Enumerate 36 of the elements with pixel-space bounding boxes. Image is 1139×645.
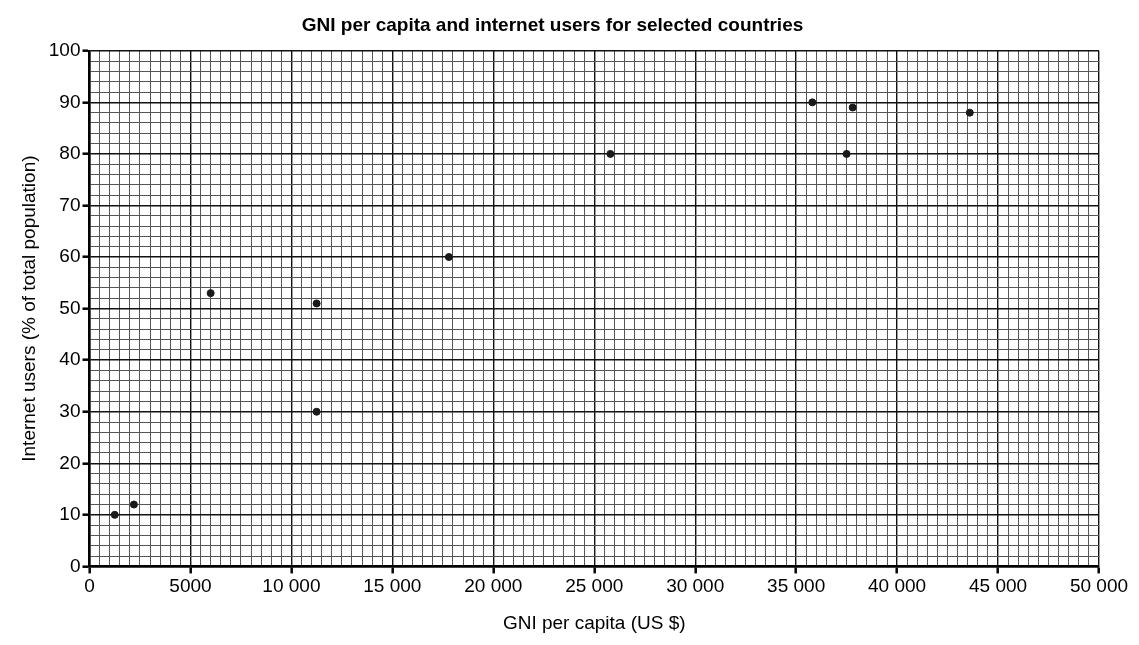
y-axis-title: Internet users (% of total population) bbox=[17, 155, 39, 462]
y-tick-label: 40 bbox=[59, 348, 81, 370]
x-axis-title: GNI per capita (US $) bbox=[502, 611, 686, 633]
y-tick-label: 90 bbox=[59, 90, 81, 112]
x-tick-label: 10 000 bbox=[262, 575, 321, 597]
x-tick-label: 5000 bbox=[169, 575, 212, 597]
point bbox=[444, 253, 453, 262]
y-tick-label: 0 bbox=[69, 554, 81, 576]
x-tick-label: 35 000 bbox=[767, 575, 826, 597]
point bbox=[129, 500, 138, 509]
x-tick-label: 15 000 bbox=[363, 575, 422, 597]
point bbox=[312, 299, 321, 308]
y-tick-label: 80 bbox=[59, 142, 81, 164]
y-tick-label: 60 bbox=[59, 245, 81, 267]
point bbox=[312, 407, 321, 416]
point bbox=[606, 149, 615, 158]
y-tick-label: 100 bbox=[48, 39, 81, 61]
chart-title: GNI per capita and internet users for selected countries bbox=[301, 13, 804, 35]
x-tick-label: 45 000 bbox=[968, 575, 1028, 597]
point bbox=[842, 149, 851, 158]
point bbox=[808, 98, 817, 107]
y-tick-label: 50 bbox=[59, 296, 81, 318]
x-tick-label: 0 bbox=[84, 575, 95, 597]
x-tick-label: 20 000 bbox=[464, 575, 523, 597]
point bbox=[848, 103, 857, 112]
x-tick-label: 40 000 bbox=[868, 575, 927, 597]
x-tick-label: 30 000 bbox=[666, 575, 725, 597]
x-tick-label: 25 000 bbox=[565, 575, 624, 597]
point bbox=[965, 108, 974, 117]
point bbox=[206, 289, 215, 298]
y-tick-label: 70 bbox=[59, 193, 81, 215]
point bbox=[110, 510, 119, 519]
x-tick-label: 50 000 bbox=[1069, 575, 1129, 597]
y-tick-label: 10 bbox=[59, 503, 81, 525]
y-tick-label: 20 bbox=[59, 451, 81, 473]
y-tick-label: 30 bbox=[59, 399, 81, 421]
